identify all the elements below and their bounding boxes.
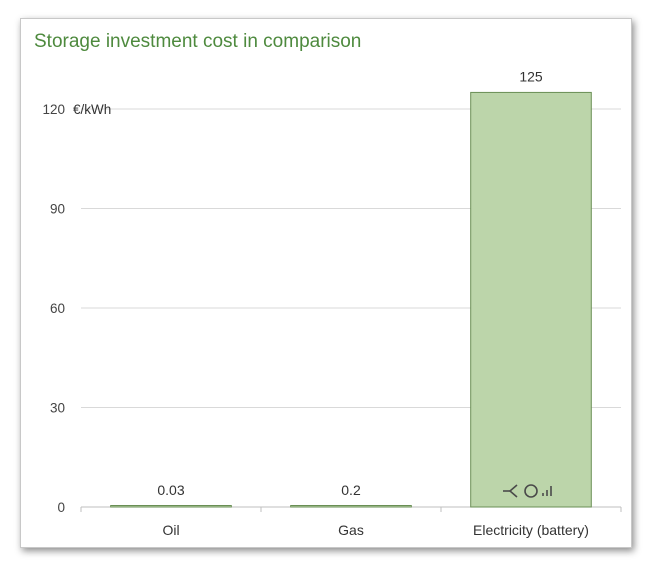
- x-tick-label: Electricity (battery): [473, 522, 589, 538]
- x-tick-label: Gas: [338, 522, 364, 538]
- chart-title: Storage investment cost in comparison: [34, 31, 362, 52]
- bar-gas: [290, 505, 412, 508]
- battery-charge-icon: [503, 484, 552, 498]
- data-label: 125: [519, 68, 543, 84]
- y-tick-label: 120: [42, 102, 65, 117]
- y-tick-label: 90: [50, 202, 65, 217]
- bar-electricity-battery: [470, 91, 592, 508]
- data-label: 0.2: [341, 482, 361, 498]
- bar-oil: [110, 505, 232, 508]
- data-label: 0.03: [157, 482, 184, 498]
- x-tick-label: Oil: [162, 522, 179, 538]
- chart-card: Storage investment cost in comparison 0 3…: [20, 18, 632, 548]
- y-tick-label: 60: [50, 301, 65, 316]
- y-tick-label: 30: [50, 401, 65, 416]
- y-axis-unit: €/kWh: [73, 102, 111, 117]
- y-tick-label: 0: [57, 500, 65, 515]
- bar-chart: 0 30 60 90 120 €/kWh 0.03 Oil 0.2 Gas 125 Electrici…: [42, 68, 622, 538]
